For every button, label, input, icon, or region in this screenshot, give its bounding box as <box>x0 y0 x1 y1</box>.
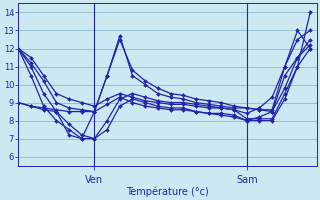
X-axis label: Température (°c): Température (°c) <box>126 186 209 197</box>
